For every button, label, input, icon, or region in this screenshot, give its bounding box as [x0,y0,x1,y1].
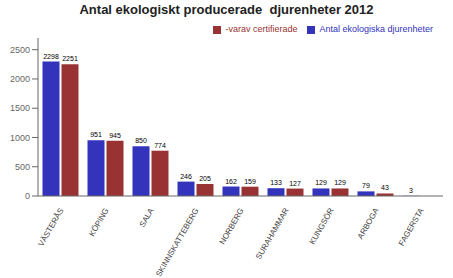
svg-text:2298: 2298 [43,53,59,60]
svg-text:127: 127 [289,180,301,187]
svg-text:79: 79 [362,182,370,189]
svg-text:129: 129 [315,179,327,186]
svg-text:3: 3 [409,187,413,194]
svg-text:SURAHAMMAR: SURAHAMMAR [254,206,291,261]
svg-text:ARBOGA: ARBOGA [356,206,381,241]
svg-text:0: 0 [25,191,30,201]
svg-text:2500: 2500 [10,45,30,55]
svg-text:SALA: SALA [138,206,156,229]
svg-text:43: 43 [381,184,389,191]
svg-text:246: 246 [180,173,192,180]
svg-text:129: 129 [334,179,346,186]
svg-text:2000: 2000 [10,74,30,84]
svg-text:951: 951 [90,131,102,138]
svg-text:KÖPING: KÖPING [87,207,110,238]
svg-text:2251: 2251 [62,55,78,62]
svg-text:162: 162 [225,178,237,185]
svg-text:VÄSTERÅS: VÄSTERÅS [37,207,66,248]
svg-text:205: 205 [199,175,211,182]
svg-text:500: 500 [15,162,30,172]
svg-text:SKINNSKATTEBERG: SKINNSKATTEBERG [154,207,201,278]
svg-text:850: 850 [135,137,147,144]
svg-text:159: 159 [244,178,256,185]
html-text:Antal ekologiskt producerade d: Antal ekologiskt producerade djurenheter… [79,2,374,17]
html-text:-varav certifierade: -varav certifierade [225,24,298,34]
svg-text:133: 133 [270,179,282,186]
html-text:Antal ekologiska djurenheter: Antal ekologiska djurenheter [319,24,433,34]
svg-text:1500: 1500 [10,103,30,113]
svg-text:KUNGSÖR: KUNGSÖR [308,206,336,246]
svg-text:FAGERSTA: FAGERSTA [397,206,426,248]
svg-text:774: 774 [154,142,166,149]
svg-text:945: 945 [109,132,121,139]
svg-text:1000: 1000 [10,133,30,143]
svg-text:NORBERG: NORBERG [218,207,246,247]
